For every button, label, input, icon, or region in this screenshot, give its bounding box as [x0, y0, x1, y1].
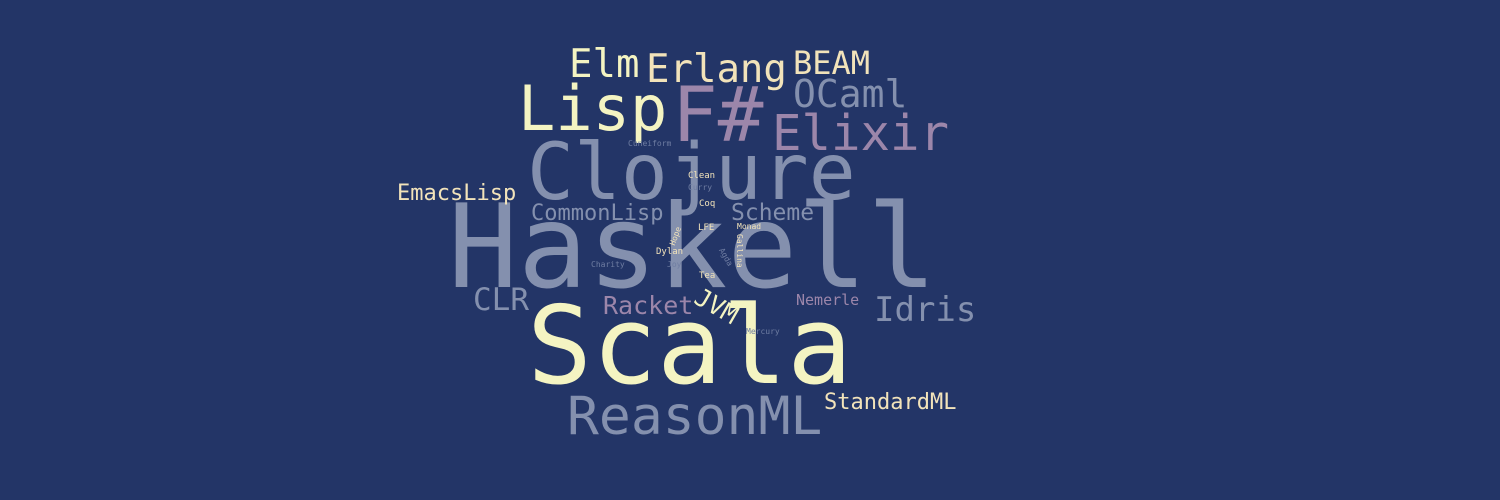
word-idris: Idris: [874, 290, 977, 330]
word-haskell: Haskell: [448, 180, 937, 315]
word-joy: Joy: [667, 260, 682, 269]
word-reasonml: ReasonML: [567, 386, 823, 447]
word-charity: Charity: [591, 260, 625, 269]
word-clojure: Clojure: [527, 128, 856, 218]
word-beam: BEAM: [793, 44, 871, 82]
word-cuneiform: Cuneiform: [628, 139, 672, 148]
word-racket: Racket: [603, 291, 694, 320]
word-fsharp: F#: [672, 70, 764, 159]
word-elixir: Elixir: [772, 105, 950, 162]
word-emacslisp: EmacsLisp: [397, 181, 517, 206]
word-commonlisp: CommonLisp: [531, 201, 664, 226]
word-clr: CLR: [473, 282, 529, 318]
word-ocaml: OCaml: [793, 72, 908, 116]
word-tea: Tea: [699, 271, 716, 281]
word-monad: Monad: [737, 222, 762, 231]
word-mercury: Mercury: [746, 327, 780, 336]
word-elm: Elm: [569, 42, 640, 87]
word-scheme: Scheme: [731, 200, 815, 226]
word-erlang: Erlang: [646, 47, 787, 92]
word-curry: Curry: [688, 183, 713, 192]
word-nemerle: Nemerle: [796, 291, 860, 309]
word-clean: Clean: [688, 171, 716, 181]
word-lisp: Lisp: [518, 72, 668, 145]
word-lfe: LFE: [698, 223, 715, 233]
word-gallina: Gallina: [735, 234, 744, 268]
word-coq: Coq: [699, 199, 716, 209]
word-standardml: StandardML: [824, 390, 957, 415]
word-dylan: Dylan: [656, 247, 684, 257]
word-scala: Scala: [527, 284, 853, 409]
